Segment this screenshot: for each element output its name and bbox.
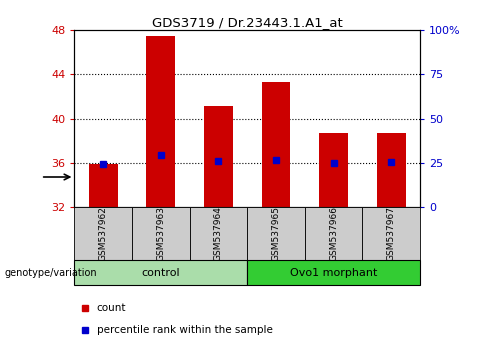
Bar [132,207,190,260]
Text: percentile rank within the sample: percentile rank within the sample [97,325,273,335]
Bar [319,133,348,207]
Text: GSM537962: GSM537962 [99,206,108,261]
Text: GSM537966: GSM537966 [329,206,338,261]
Bar [204,107,233,207]
Bar [247,260,420,285]
Bar [262,82,290,207]
Bar [247,207,305,260]
Bar [74,207,132,260]
Title: GDS3719 / Dr.23443.1.A1_at: GDS3719 / Dr.23443.1.A1_at [152,16,343,29]
Bar [362,207,420,260]
Bar [89,164,118,207]
Text: Ovo1 morphant: Ovo1 morphant [290,268,377,278]
Bar [74,260,247,285]
Text: GSM537965: GSM537965 [272,206,280,261]
Text: control: control [142,268,180,278]
Bar [146,36,175,207]
Text: GSM537967: GSM537967 [387,206,396,261]
Text: GSM537963: GSM537963 [156,206,165,261]
Bar [377,133,406,207]
Text: GSM537964: GSM537964 [214,206,223,261]
Text: count: count [97,303,126,313]
Bar [190,207,247,260]
Bar [305,207,362,260]
Text: genotype/variation: genotype/variation [5,268,97,278]
